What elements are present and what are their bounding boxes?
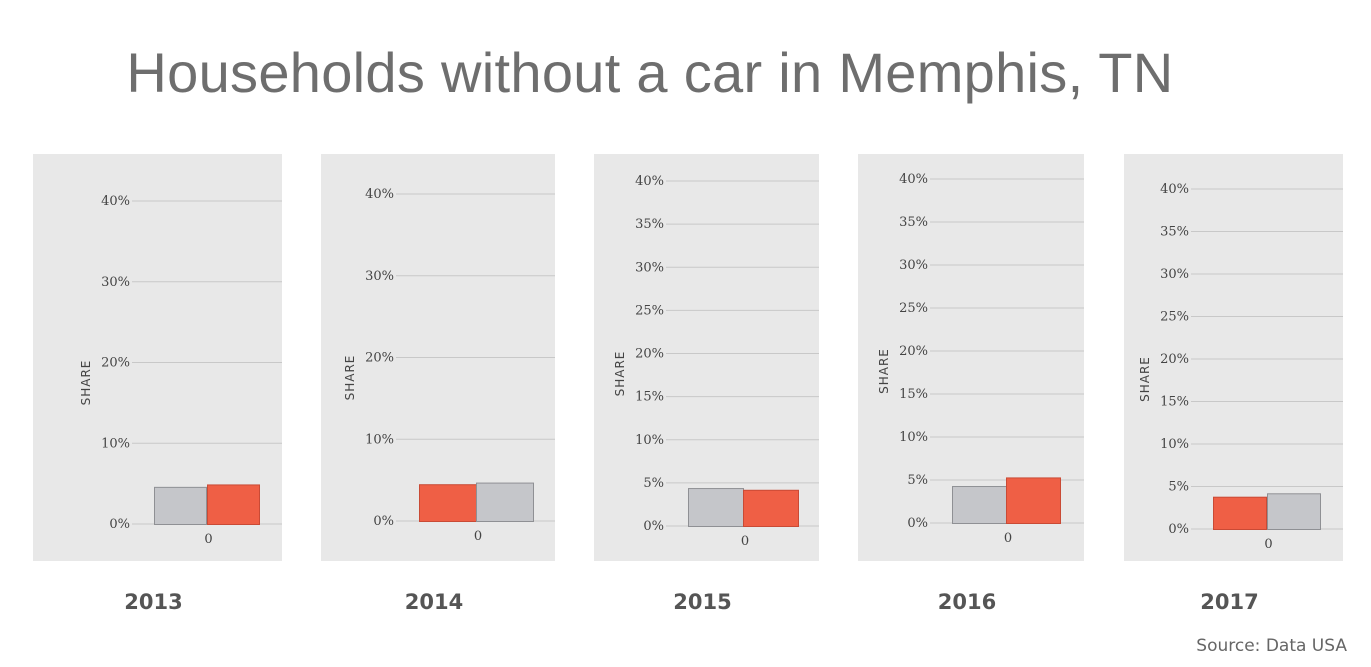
y-tick-label: 15% xyxy=(899,387,928,402)
bar xyxy=(207,484,260,525)
chart-panel-2013: 0% 10% 20% 30% 40% SHARE 0 xyxy=(33,154,282,561)
y-tick-label: 40% xyxy=(899,172,928,187)
y-tick-label: 35% xyxy=(635,217,664,232)
y-tick-label: 5% xyxy=(643,476,664,491)
year-label-2017: 2017 xyxy=(1200,590,1259,614)
y-tick-label: 40% xyxy=(365,187,394,202)
y-tick-label: 0% xyxy=(643,519,664,534)
y-tick-label: 0% xyxy=(907,516,928,531)
y-tick-label: 5% xyxy=(907,473,928,488)
y-tick-label: 25% xyxy=(899,301,928,316)
y-tick-label: 0% xyxy=(1168,522,1189,537)
chart-svg: 0% 10% 20% 30% 40% SHARE 0 xyxy=(343,187,555,544)
x-tick-label: 0 xyxy=(741,534,749,549)
y-axis-title: SHARE xyxy=(343,355,357,401)
bar xyxy=(743,489,799,527)
y-tick-label: 5% xyxy=(1168,480,1189,495)
y-tick-label: 25% xyxy=(1160,310,1189,325)
y-tick-label: 30% xyxy=(635,260,664,275)
year-label-2014: 2014 xyxy=(404,590,464,614)
y-tick-label: 25% xyxy=(635,303,664,318)
x-tick-label: 0 xyxy=(474,529,482,544)
y-tick-label: 10% xyxy=(1160,437,1189,452)
chart-title: Households without a car in Memphis, TN xyxy=(126,41,1174,104)
chart-svg: 0% 5% 10% 15% 20% 25% 30% 35% 40% SHARE 0 xyxy=(613,174,819,549)
chart-panel-2014: 0% 10% 20% 30% 40% SHARE 0 xyxy=(321,154,555,561)
y-tick-label: 30% xyxy=(899,258,928,273)
y-tick-label: 30% xyxy=(1160,267,1189,282)
x-tick-label: 0 xyxy=(204,532,212,547)
y-tick-label: 30% xyxy=(365,269,394,284)
bar xyxy=(419,484,477,522)
y-axis-title: SHARE xyxy=(79,360,93,406)
y-tick-label: 0% xyxy=(373,514,394,529)
y-axis-title: SHARE xyxy=(877,348,891,394)
y-tick-label: 10% xyxy=(635,433,664,448)
source-note: Source: Data USA xyxy=(1196,636,1347,656)
y-tick-label: 35% xyxy=(899,215,928,230)
y-tick-label: 20% xyxy=(101,356,130,371)
x-tick-label: 0 xyxy=(1004,531,1012,546)
chart-svg: 0% 5% 10% 15% 20% 25% 30% 35% 40% SHARE 0 xyxy=(877,172,1084,546)
y-tick-label: 0% xyxy=(109,517,130,532)
bar xyxy=(1213,496,1267,531)
chart-panel-2016: 0% 5% 10% 15% 20% 25% 30% 35% 40% SHARE 0 xyxy=(858,154,1084,561)
y-tick-label: 15% xyxy=(1160,395,1189,410)
chart-svg: 0% 5% 10% 15% 20% 25% 30% 35% 40% SHARE 0 xyxy=(1138,182,1343,552)
y-tick-label: 35% xyxy=(1160,225,1189,240)
y-tick-label: 40% xyxy=(1160,182,1189,197)
bar xyxy=(1006,477,1061,525)
y-tick-label: 40% xyxy=(101,194,130,209)
year-label-2013: 2013 xyxy=(124,590,183,614)
bar xyxy=(1267,493,1321,530)
year-label-2015: 2015 xyxy=(673,590,732,614)
bar xyxy=(154,486,207,526)
y-tick-label: 10% xyxy=(899,430,928,445)
y-tick-label: 20% xyxy=(1160,352,1189,367)
chart-panel-2017: 0% 5% 10% 15% 20% 25% 30% 35% 40% SHARE 0 xyxy=(1124,154,1343,561)
y-tick-label: 20% xyxy=(635,347,664,362)
y-axis-title: SHARE xyxy=(1138,356,1152,402)
chart-panel-2015: 0% 5% 10% 15% 20% 25% 30% 35% 40% SHARE 0 xyxy=(594,154,819,561)
y-tick-label: 20% xyxy=(899,344,928,359)
chart-svg: 0% 10% 20% 30% 40% SHARE 0 xyxy=(79,194,282,547)
y-tick-label: 40% xyxy=(635,174,664,189)
y-tick-label: 20% xyxy=(365,351,394,366)
y-tick-label: 15% xyxy=(635,390,664,405)
bar xyxy=(952,486,1007,524)
y-tick-label: 10% xyxy=(365,432,394,447)
bar xyxy=(688,488,744,527)
y-tick-label: 30% xyxy=(101,275,130,290)
x-tick-label: 0 xyxy=(1264,537,1272,552)
year-label-2016: 2016 xyxy=(937,590,997,614)
y-axis-title: SHARE xyxy=(613,351,627,397)
bar xyxy=(476,482,534,523)
y-tick-label: 10% xyxy=(101,436,130,451)
